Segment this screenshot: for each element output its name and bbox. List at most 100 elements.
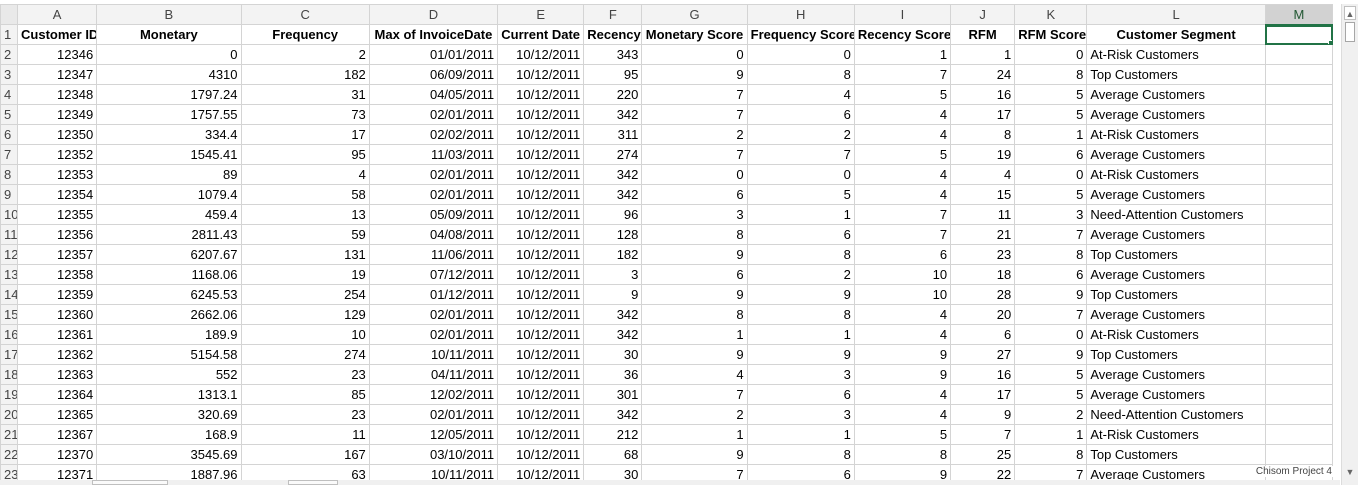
table-cell[interactable]: 334.4 — [96, 124, 242, 145]
table-cell[interactable]: 5 — [1014, 184, 1088, 205]
table-cell[interactable]: 0 — [746, 164, 855, 185]
table-cell[interactable]: 0 — [641, 164, 748, 185]
table-cell[interactable]: 01/12/2011 — [368, 284, 499, 305]
table-cell[interactable]: 12347 — [17, 64, 98, 85]
table-cell[interactable]: 12362 — [17, 344, 98, 365]
table-cell[interactable]: 182 — [240, 64, 370, 85]
table-cell[interactable]: 16 — [950, 84, 1016, 105]
table-cell[interactable]: 89 — [96, 164, 242, 185]
table-cell[interactable]: 168.9 — [96, 424, 242, 445]
table-cell[interactable]: Top Customers — [1086, 64, 1266, 85]
table-cell[interactable]: 10/12/2011 — [497, 424, 585, 445]
table-cell[interactable]: 274 — [583, 144, 643, 165]
table-cell[interactable]: 59 — [240, 224, 370, 245]
table-cell[interactable]: 1168.06 — [96, 264, 242, 285]
sheet-tab[interactable] — [288, 480, 338, 485]
table-cell[interactable]: 0 — [746, 44, 855, 65]
table-cell[interactable]: 10/12/2011 — [497, 224, 585, 245]
empty-cell[interactable] — [1264, 304, 1334, 325]
table-cell[interactable]: 343 — [583, 44, 643, 65]
header-cell[interactable]: Frequency Score — [746, 24, 855, 45]
header-cell[interactable]: Monetary — [96, 24, 242, 45]
table-cell[interactable]: 2 — [1014, 404, 1088, 425]
row-number[interactable]: 21 — [0, 424, 19, 445]
table-cell[interactable]: 10/12/2011 — [497, 324, 585, 345]
table-cell[interactable]: 6 — [746, 104, 855, 125]
empty-cell[interactable] — [1264, 84, 1334, 105]
table-cell[interactable]: 27 — [950, 344, 1016, 365]
table-cell[interactable]: 21 — [950, 224, 1016, 245]
table-cell[interactable]: 12358 — [17, 264, 98, 285]
column-header-g[interactable]: G — [641, 4, 748, 25]
table-cell[interactable]: Average Customers — [1086, 184, 1266, 205]
table-cell[interactable]: 04/05/2011 — [368, 84, 499, 105]
table-cell[interactable]: 02/01/2011 — [368, 304, 499, 325]
table-cell[interactable]: Need-Attention Customers — [1086, 204, 1266, 225]
table-cell[interactable]: 10/12/2011 — [497, 204, 585, 225]
row-number[interactable]: 8 — [0, 164, 19, 185]
table-cell[interactable]: 01/01/2011 — [368, 44, 499, 65]
table-cell[interactable]: 5 — [1014, 104, 1088, 125]
table-cell[interactable]: 4 — [853, 384, 952, 405]
table-cell[interactable]: 342 — [583, 404, 643, 425]
row-number[interactable]: 14 — [0, 284, 19, 305]
table-cell[interactable]: 9 — [641, 64, 748, 85]
table-cell[interactable]: 12359 — [17, 284, 98, 305]
table-cell[interactable]: 8 — [1014, 64, 1088, 85]
table-cell[interactable]: 4 — [853, 164, 952, 185]
table-cell[interactable]: 10/12/2011 — [497, 124, 585, 145]
empty-cell[interactable] — [1264, 324, 1334, 345]
table-cell[interactable]: 7 — [853, 204, 952, 225]
table-cell[interactable]: 1 — [641, 324, 748, 345]
table-cell[interactable]: 8 — [853, 444, 952, 465]
table-cell[interactable]: 3545.69 — [96, 444, 242, 465]
table-cell[interactable]: 12349 — [17, 104, 98, 125]
header-cell[interactable]: RFM Score — [1014, 24, 1088, 45]
triangle-up-icon[interactable]: ▲ — [1344, 6, 1356, 20]
row-number[interactable]: 22 — [0, 444, 19, 465]
table-cell[interactable]: 12360 — [17, 304, 98, 325]
row-number[interactable]: 23 — [0, 464, 19, 485]
table-cell[interactable]: Average Customers — [1086, 464, 1266, 485]
vertical-scrollbar[interactable]: ▲ ▼ — [1341, 4, 1358, 485]
table-cell[interactable]: 342 — [583, 324, 643, 345]
column-header-f[interactable]: F — [583, 4, 643, 25]
header-cell[interactable]: Max of InvoiceDate — [368, 24, 499, 45]
table-cell[interactable]: 1079.4 — [96, 184, 242, 205]
table-cell[interactable]: 10/12/2011 — [497, 384, 585, 405]
table-cell[interactable]: 10/12/2011 — [497, 144, 585, 165]
table-cell[interactable]: 17 — [240, 124, 370, 145]
table-cell[interactable]: 5 — [853, 424, 952, 445]
table-cell[interactable]: 96 — [583, 204, 643, 225]
table-cell[interactable]: 19 — [240, 264, 370, 285]
empty-cell[interactable] — [1264, 144, 1334, 165]
table-cell[interactable]: 274 — [240, 344, 370, 365]
table-cell[interactable]: Average Customers — [1086, 364, 1266, 385]
table-cell[interactable]: 3 — [1014, 204, 1088, 225]
table-cell[interactable]: 9 — [641, 444, 748, 465]
table-cell[interactable]: 7 — [853, 224, 952, 245]
column-header-b[interactable]: B — [96, 4, 242, 25]
table-cell[interactable]: 0 — [641, 44, 748, 65]
table-cell[interactable]: 131 — [240, 244, 370, 265]
column-header-k[interactable]: K — [1014, 4, 1088, 25]
scroll-thumb[interactable] — [1345, 22, 1355, 42]
table-cell[interactable]: 7 — [746, 144, 855, 165]
table-cell[interactable]: 8 — [746, 304, 855, 325]
table-cell[interactable]: 10/12/2011 — [497, 444, 585, 465]
table-cell[interactable]: 12/05/2011 — [368, 424, 499, 445]
table-cell[interactable]: 1 — [853, 44, 952, 65]
table-cell[interactable]: 23 — [240, 364, 370, 385]
header-cell[interactable]: Frequency — [240, 24, 370, 45]
table-cell[interactable]: 10/12/2011 — [497, 44, 585, 65]
table-cell[interactable]: 6245.53 — [96, 284, 242, 305]
table-cell[interactable]: 4 — [853, 124, 952, 145]
table-cell[interactable]: At-Risk Customers — [1086, 44, 1266, 65]
empty-cell[interactable] — [1264, 284, 1334, 305]
table-cell[interactable]: 02/01/2011 — [368, 184, 499, 205]
table-cell[interactable]: 17 — [950, 384, 1016, 405]
table-cell[interactable]: 9 — [853, 364, 952, 385]
table-cell[interactable]: 2 — [746, 124, 855, 145]
table-cell[interactable]: 04/08/2011 — [368, 224, 499, 245]
table-cell[interactable]: 9 — [1014, 344, 1088, 365]
